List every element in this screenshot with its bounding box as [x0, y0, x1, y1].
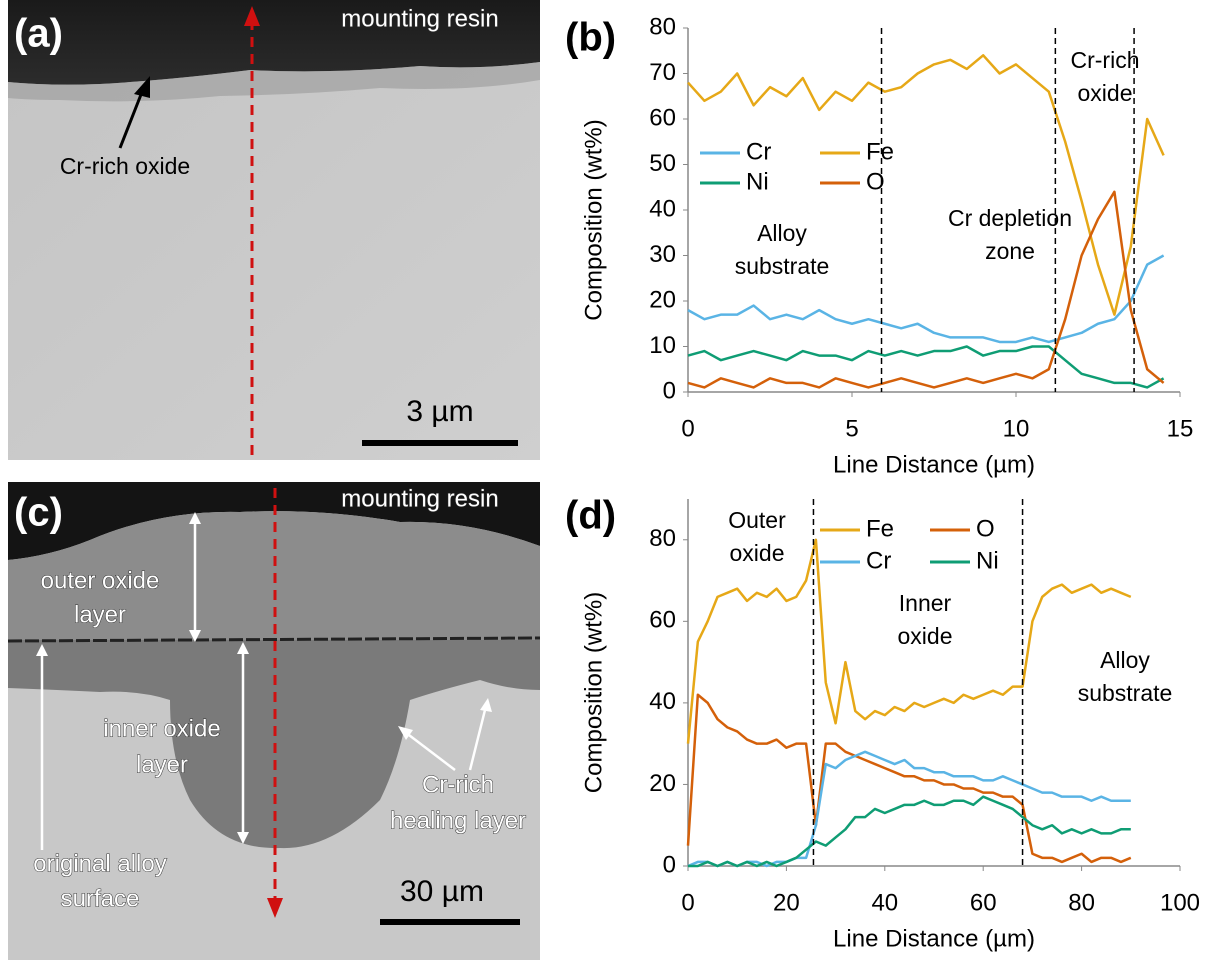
data-line	[687, 750, 1131, 868]
y-tick-label: 0	[663, 377, 676, 404]
annotation: oxide	[898, 623, 953, 649]
y-tick-label: 60	[649, 607, 676, 634]
data-line	[686, 538, 1132, 744]
sem-image-c: (c) mounting resin outer oxide layer inn…	[7, 482, 541, 960]
annotation: mounting resin	[341, 5, 498, 32]
data-line	[688, 795, 1131, 868]
x-tick-label: 15	[1167, 415, 1194, 442]
annotation: substrate	[735, 253, 830, 279]
panel-label: (d)	[565, 494, 616, 538]
y-axis-label: Composition (wt%)	[580, 592, 607, 793]
data-line	[686, 693, 1132, 864]
data-line	[687, 190, 1165, 389]
x-tick-label: 80	[1068, 889, 1095, 916]
x-tick-label: 10	[1003, 415, 1030, 442]
panel-label: (b)	[565, 16, 616, 60]
annotation: original alloy	[33, 850, 166, 877]
x-axis-label: Line Distance (µm)	[833, 925, 1035, 952]
legend-label: Ni	[746, 168, 769, 195]
annotation: Cr depletion	[948, 205, 1072, 231]
y-tick-label: 10	[649, 332, 676, 359]
y-tick-label: 40	[649, 688, 676, 715]
annotation: layer	[74, 601, 126, 628]
x-tick-label: 0	[681, 415, 694, 442]
x-tick-label: 5	[845, 415, 858, 442]
sem-image-a: (a) mounting resin Cr-rich oxide 3 µm	[8, 0, 540, 460]
annotation: outer oxide	[41, 567, 160, 594]
legend-label: Fe	[866, 138, 894, 165]
x-tick-label: 40	[871, 889, 898, 916]
legend-label: Ni	[976, 547, 999, 574]
annotation: oxide	[730, 540, 785, 566]
y-tick-label: 40	[649, 195, 676, 222]
annotation: Cr-rich oxide	[60, 153, 190, 179]
annotation: Cr-rich	[422, 771, 494, 798]
annotation: Alloy	[757, 220, 807, 246]
legend-label: Cr	[866, 547, 891, 574]
annotation: zone	[985, 238, 1035, 264]
legend-label: O	[976, 515, 995, 542]
panel-label: (a)	[14, 12, 63, 56]
y-tick-label: 60	[649, 104, 676, 131]
annotation: Inner	[899, 590, 952, 616]
annotation: Outer	[728, 507, 786, 533]
y-tick-label: 50	[649, 150, 676, 177]
y-tick-label: 20	[649, 770, 676, 797]
annotation: Cr-rich	[1071, 47, 1140, 73]
y-tick-label: 0	[663, 851, 676, 878]
y-tick-label: 30	[649, 241, 676, 268]
y-tick-label: 80	[649, 13, 676, 40]
annotation: surface	[61, 885, 140, 912]
x-tick-label: 100	[1160, 889, 1200, 916]
x-axis-label: Line Distance (µm)	[833, 451, 1035, 478]
annotation: healing layer	[390, 807, 526, 834]
x-tick-label: 0	[681, 889, 694, 916]
legend-label: O	[866, 168, 885, 195]
data-line	[687, 54, 1165, 316]
x-tick-label: 60	[970, 889, 997, 916]
annotation: oxide	[1078, 80, 1133, 106]
scale-bar-label: 3 µm	[406, 395, 473, 428]
panel-label: (c)	[14, 491, 63, 535]
legend-label: Fe	[866, 515, 894, 542]
y-tick-label: 70	[649, 59, 676, 86]
annotation: Alloy	[1100, 647, 1150, 673]
x-tick-label: 20	[773, 889, 800, 916]
scale-bar-label: 30 µm	[400, 875, 484, 908]
data-line	[687, 254, 1165, 344]
annotation: mounting resin	[341, 485, 498, 512]
annotation: inner oxide	[103, 715, 220, 742]
y-tick-label: 20	[649, 286, 676, 313]
annotation: layer	[136, 751, 188, 778]
data-line	[687, 345, 1165, 389]
y-axis-label: Composition (wt%)	[580, 119, 607, 320]
annotation: substrate	[1078, 680, 1173, 706]
legend-label: Cr	[746, 138, 771, 165]
y-tick-label: 80	[649, 525, 676, 552]
